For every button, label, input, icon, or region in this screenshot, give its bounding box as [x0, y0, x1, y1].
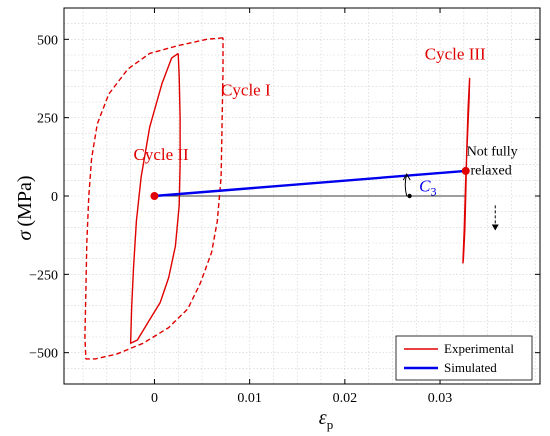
y-axis-unit: (MPa) [14, 176, 36, 227]
x-tick-label: 0.03 [428, 391, 453, 406]
endpoint-marker [461, 166, 470, 175]
y-axis-label: σ (MPa) [14, 176, 36, 241]
legend-experimental-label: Experimental [444, 341, 514, 356]
experimental-curve-cycle-iii [462, 77, 471, 264]
cycle-2-label: Cycle II [133, 145, 189, 164]
y-axis-symbol: σ [14, 229, 36, 240]
grid [64, 8, 540, 384]
angle-arrow-head [402, 173, 411, 181]
x-tick-label: 0.02 [333, 391, 358, 406]
y-tick-label: 0 [51, 190, 58, 205]
x-axis-subscript: p [327, 417, 334, 432]
y-tick-label: −500 [29, 347, 58, 362]
c3-subscript: 3 [430, 184, 436, 198]
legend: Experimental Simulated [395, 335, 533, 381]
not-fully-relaxed-label-line2: relaxed [471, 164, 512, 179]
x-tick-label: 0 [151, 391, 158, 406]
y-tick-label: 500 [37, 33, 58, 48]
c3-symbol: C [419, 176, 431, 195]
angle-arrow-shaft [404, 173, 408, 197]
cycle-3-label: Cycle III [425, 45, 486, 64]
legend-box [395, 335, 533, 381]
cycle-1-label: Cycle I [221, 81, 271, 100]
c3-angle-label: C3 [419, 176, 436, 198]
x-tick-label: 0.01 [237, 391, 262, 406]
y-tick-label: 250 [37, 112, 58, 127]
axes: 0 0.01 0.02 0.03 −500 −250 0 250 500 [29, 7, 541, 406]
y-tick-label: −250 [29, 268, 58, 283]
endpoint-marker [150, 192, 159, 200]
relax-arrow-head [491, 224, 499, 231]
annotations [402, 173, 499, 231]
x-axis-symbol: ε [319, 407, 327, 429]
experimental-curve-cycle-ii [129, 52, 181, 344]
experimental-curve-cycle-i [84, 37, 224, 360]
legend-simulated-label: Simulated [444, 360, 497, 375]
x-axis-label: εp [319, 407, 333, 432]
series [84, 37, 471, 360]
reference-point [407, 193, 412, 199]
not-fully-relaxed-label-line1: Not fully [467, 144, 518, 159]
simulated-line [154, 169, 466, 198]
